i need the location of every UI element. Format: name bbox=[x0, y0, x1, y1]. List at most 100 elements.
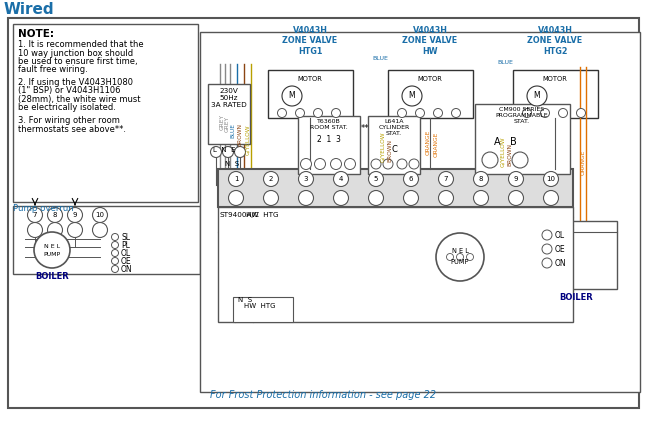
Circle shape bbox=[93, 222, 107, 238]
Text: PUMP: PUMP bbox=[43, 252, 61, 257]
Bar bbox=[513, 70, 598, 118]
Circle shape bbox=[433, 108, 443, 117]
Text: OL: OL bbox=[555, 230, 565, 240]
Text: fault free wiring.: fault free wiring. bbox=[18, 65, 88, 75]
Text: HW  HTG: HW HTG bbox=[246, 212, 279, 218]
Text: V4043H
ZONE VALVE
HTG1: V4043H ZONE VALVE HTG1 bbox=[283, 26, 338, 56]
Circle shape bbox=[344, 159, 355, 170]
Circle shape bbox=[457, 254, 463, 260]
Text: M: M bbox=[534, 92, 540, 100]
Circle shape bbox=[111, 257, 118, 265]
Bar bbox=[208, 84, 250, 144]
Text: L641A
CYLINDER
STAT.: L641A CYLINDER STAT. bbox=[378, 119, 410, 135]
Circle shape bbox=[474, 171, 488, 187]
Bar bbox=[200, 32, 640, 392]
Circle shape bbox=[509, 171, 523, 187]
Bar bbox=[13, 24, 198, 202]
Text: 7: 7 bbox=[444, 176, 448, 182]
Circle shape bbox=[282, 86, 302, 106]
Circle shape bbox=[439, 171, 454, 187]
Text: 10: 10 bbox=[96, 212, 105, 218]
Text: N E L: N E L bbox=[452, 248, 468, 254]
Text: BROWN: BROWN bbox=[237, 124, 243, 146]
Circle shape bbox=[93, 208, 107, 222]
Circle shape bbox=[228, 190, 243, 206]
Circle shape bbox=[34, 232, 70, 268]
Text: 1. It is recommended that the: 1. It is recommended that the bbox=[18, 40, 144, 49]
Text: 5: 5 bbox=[374, 176, 378, 182]
Circle shape bbox=[540, 108, 549, 117]
Circle shape bbox=[415, 108, 424, 117]
Text: 6: 6 bbox=[409, 176, 413, 182]
Circle shape bbox=[397, 108, 406, 117]
Text: 4: 4 bbox=[339, 176, 343, 182]
Text: be electrically isolated.: be electrically isolated. bbox=[18, 103, 116, 113]
Text: A   B: A B bbox=[494, 137, 516, 147]
Circle shape bbox=[333, 171, 349, 187]
Text: BLUE: BLUE bbox=[497, 60, 513, 65]
Text: G/YELLOW: G/YELLOW bbox=[380, 132, 386, 162]
Text: PL: PL bbox=[121, 241, 130, 249]
Text: 7: 7 bbox=[33, 212, 38, 218]
Circle shape bbox=[278, 108, 287, 117]
Text: 8: 8 bbox=[479, 176, 483, 182]
Circle shape bbox=[111, 233, 118, 241]
Circle shape bbox=[67, 208, 83, 222]
Bar bbox=[388, 70, 473, 118]
Text: NOTE:: NOTE: bbox=[18, 29, 54, 39]
Circle shape bbox=[28, 208, 43, 222]
Circle shape bbox=[436, 233, 484, 281]
Text: thermostats see above**.: thermostats see above**. bbox=[18, 124, 126, 133]
Circle shape bbox=[523, 108, 531, 117]
Circle shape bbox=[296, 108, 305, 117]
Text: ORANGE: ORANGE bbox=[433, 131, 439, 157]
Circle shape bbox=[331, 159, 342, 170]
Text: BOILER: BOILER bbox=[35, 272, 69, 281]
Circle shape bbox=[28, 222, 43, 238]
Circle shape bbox=[446, 254, 454, 260]
Text: BOILER: BOILER bbox=[559, 293, 593, 302]
Text: G/YELLOW: G/YELLOW bbox=[501, 137, 505, 167]
Circle shape bbox=[542, 258, 552, 268]
Text: OE: OE bbox=[555, 244, 565, 254]
Circle shape bbox=[223, 146, 234, 157]
Text: BROWN: BROWN bbox=[388, 138, 393, 162]
Bar bbox=[268, 70, 353, 118]
Circle shape bbox=[558, 108, 567, 117]
Text: 230V
50Hz
3A RATED: 230V 50Hz 3A RATED bbox=[211, 88, 247, 108]
Text: 3: 3 bbox=[303, 176, 308, 182]
Circle shape bbox=[512, 152, 528, 168]
Text: ORANGE: ORANGE bbox=[426, 129, 430, 155]
Text: 2  1  3: 2 1 3 bbox=[317, 135, 341, 144]
Text: (28mm), the white wire must: (28mm), the white wire must bbox=[18, 95, 140, 104]
Text: HW  HTG: HW HTG bbox=[245, 303, 276, 309]
Text: ON: ON bbox=[555, 259, 567, 268]
Circle shape bbox=[67, 222, 83, 238]
Circle shape bbox=[543, 190, 558, 206]
Circle shape bbox=[543, 171, 558, 187]
Circle shape bbox=[409, 159, 419, 169]
Circle shape bbox=[314, 159, 325, 170]
Bar bbox=[368, 116, 420, 174]
Circle shape bbox=[210, 146, 221, 157]
Circle shape bbox=[300, 159, 311, 170]
Text: 3. For wiring other room: 3. For wiring other room bbox=[18, 116, 120, 125]
Text: T6360B
ROOM STAT.: T6360B ROOM STAT. bbox=[310, 119, 348, 130]
Text: 9: 9 bbox=[514, 176, 518, 182]
Circle shape bbox=[333, 190, 349, 206]
Text: GREY: GREY bbox=[225, 116, 230, 132]
Text: V4043H
ZONE VALVE
HW: V4043H ZONE VALVE HW bbox=[402, 26, 457, 56]
Text: OL: OL bbox=[121, 249, 131, 257]
Text: ORANGE: ORANGE bbox=[580, 149, 586, 175]
Text: BLUE: BLUE bbox=[230, 122, 236, 138]
Text: C: C bbox=[391, 144, 397, 154]
Circle shape bbox=[474, 190, 488, 206]
Circle shape bbox=[263, 190, 278, 206]
Text: M: M bbox=[409, 92, 415, 100]
Bar bbox=[218, 169, 573, 207]
Circle shape bbox=[369, 171, 384, 187]
Circle shape bbox=[509, 190, 523, 206]
Bar bbox=[233, 297, 293, 322]
Circle shape bbox=[439, 190, 454, 206]
Bar bbox=[475, 104, 570, 174]
